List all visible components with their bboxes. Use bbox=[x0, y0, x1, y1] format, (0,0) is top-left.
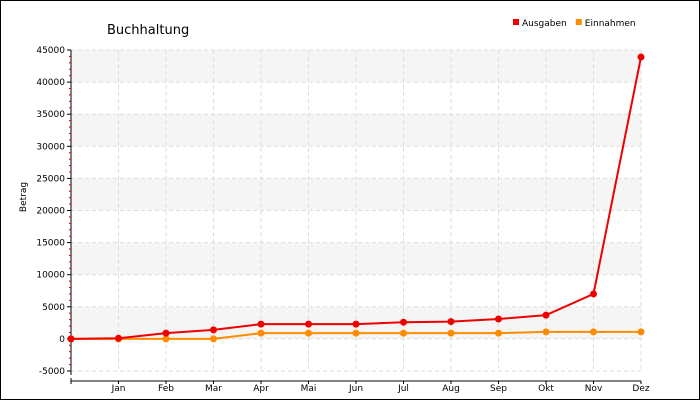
data-point-einnahmen bbox=[162, 335, 170, 343]
series-layer bbox=[67, 53, 645, 343]
data-point-einnahmen bbox=[305, 329, 312, 337]
y-axis-label: Betrag bbox=[19, 182, 29, 212]
data-point-einnahmen bbox=[590, 328, 597, 336]
data-point-ausgaben bbox=[400, 318, 407, 326]
legend-label: Ausgaben bbox=[522, 19, 567, 29]
y-tick-label: 25000 bbox=[36, 174, 65, 184]
y-tick-label: 30000 bbox=[36, 142, 65, 152]
x-tick-label: Nov bbox=[585, 384, 603, 394]
data-point-ausgaben bbox=[495, 315, 502, 323]
x-tick-label: Mar bbox=[205, 384, 222, 394]
data-point-ausgaben bbox=[352, 320, 360, 328]
y-tick-label: -5000 bbox=[39, 367, 65, 377]
x-tick-label: Jun bbox=[348, 384, 363, 394]
data-point-einnahmen bbox=[637, 328, 645, 336]
data-point-ausgaben bbox=[637, 53, 645, 61]
x-tick-label: Sep bbox=[490, 384, 507, 394]
y-tick-label: 40000 bbox=[36, 78, 65, 88]
x-tick-label: Jan bbox=[111, 384, 126, 394]
data-point-einnahmen bbox=[400, 329, 407, 337]
data-point-einnahmen bbox=[542, 328, 550, 336]
data-point-ausgaben bbox=[257, 320, 265, 328]
data-point-ausgaben bbox=[305, 320, 312, 328]
y-tick-label: 35000 bbox=[36, 110, 65, 120]
chart-title: Buchhaltung bbox=[107, 23, 189, 38]
data-point-einnahmen bbox=[257, 329, 265, 337]
y-ticks: -5000 0 5000 10000 15000 20000 25000 30000 35000… bbox=[36, 46, 71, 377]
y-tick-label: 10000 bbox=[36, 271, 65, 281]
y-tick-label: 20000 bbox=[36, 207, 65, 217]
x-tick-label: Mai bbox=[301, 384, 317, 394]
x-tick-label: Jul bbox=[397, 384, 409, 394]
x-tick-label: Apr bbox=[253, 384, 269, 394]
data-point-ausgaben bbox=[590, 290, 597, 298]
data-point-einnahmen bbox=[210, 335, 217, 343]
y-tick-label: 5000 bbox=[42, 303, 65, 313]
data-point-ausgaben bbox=[67, 335, 75, 343]
data-point-ausgaben bbox=[210, 326, 217, 334]
legend-swatch bbox=[513, 19, 519, 25]
legend-label: Einnahmen bbox=[585, 19, 636, 29]
y-tick-label: 45000 bbox=[36, 46, 65, 56]
x-ticks: Jan Feb Mar Apr Mai Jun Jul Aug Sep Okt Nov Dez bbox=[70, 381, 650, 394]
data-point-einnahmen bbox=[495, 329, 502, 337]
y-tick-label: 15000 bbox=[36, 239, 65, 249]
data-point-ausgaben bbox=[162, 329, 170, 337]
data-point-einnahmen bbox=[352, 329, 360, 337]
legend: Ausgaben Einnahmen bbox=[513, 19, 636, 29]
y-tick-label: 0 bbox=[59, 335, 65, 345]
data-point-ausgaben bbox=[115, 334, 122, 342]
x-tick-label: Okt bbox=[538, 384, 554, 394]
data-point-einnahmen bbox=[447, 329, 455, 337]
x-tick-label: Dez bbox=[632, 384, 649, 394]
data-point-ausgaben bbox=[542, 311, 550, 319]
x-tick-label: Feb bbox=[158, 384, 174, 394]
legend-swatch bbox=[575, 19, 582, 25]
x-tick-label: Aug bbox=[442, 384, 460, 394]
data-point-ausgaben bbox=[447, 318, 455, 326]
